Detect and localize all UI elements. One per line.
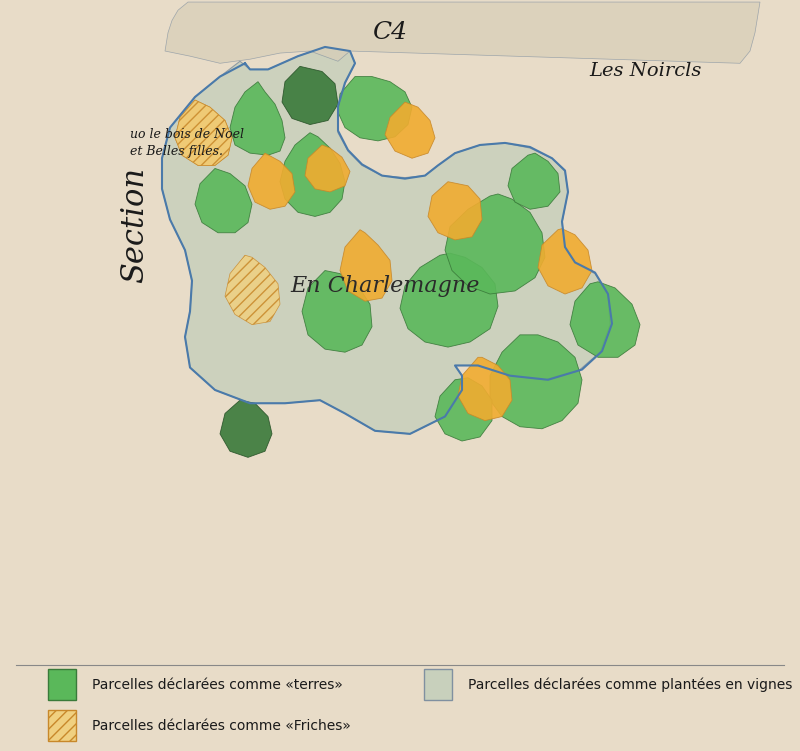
Text: Parcelles déclarées comme plantées en vignes: Parcelles déclarées comme plantées en vi… xyxy=(468,677,792,692)
Polygon shape xyxy=(400,253,498,347)
Polygon shape xyxy=(282,66,338,125)
Polygon shape xyxy=(195,168,252,233)
Text: et Belles filles.: et Belles filles. xyxy=(130,145,223,158)
Polygon shape xyxy=(230,82,285,155)
Polygon shape xyxy=(385,102,435,158)
Polygon shape xyxy=(538,228,592,294)
Bar xyxy=(48,710,76,741)
Bar xyxy=(424,669,452,700)
Polygon shape xyxy=(165,2,760,63)
Polygon shape xyxy=(280,133,345,216)
Polygon shape xyxy=(435,378,492,441)
Polygon shape xyxy=(445,194,545,294)
Polygon shape xyxy=(458,357,512,421)
Polygon shape xyxy=(305,145,350,192)
Polygon shape xyxy=(570,282,640,357)
Text: En Charlemagne: En Charlemagne xyxy=(290,275,480,297)
Text: Parcelles déclarées comme «Friches»: Parcelles déclarées comme «Friches» xyxy=(92,719,351,733)
Polygon shape xyxy=(508,153,560,210)
Polygon shape xyxy=(338,77,412,141)
Polygon shape xyxy=(225,255,280,324)
Text: Les Noircls: Les Noircls xyxy=(589,62,701,80)
Text: C4: C4 xyxy=(373,21,407,44)
Text: uo le bois de Noel: uo le bois de Noel xyxy=(130,128,244,141)
Polygon shape xyxy=(175,100,232,165)
Polygon shape xyxy=(175,100,232,165)
Polygon shape xyxy=(428,182,482,240)
Polygon shape xyxy=(248,153,295,210)
Text: Section: Section xyxy=(119,167,150,282)
Polygon shape xyxy=(340,230,392,301)
Polygon shape xyxy=(490,335,582,429)
Text: Parcelles déclarées comme «terres»: Parcelles déclarées comme «terres» xyxy=(92,677,343,692)
Polygon shape xyxy=(220,400,272,457)
Polygon shape xyxy=(302,270,372,352)
Polygon shape xyxy=(162,47,610,434)
Bar xyxy=(48,669,76,700)
